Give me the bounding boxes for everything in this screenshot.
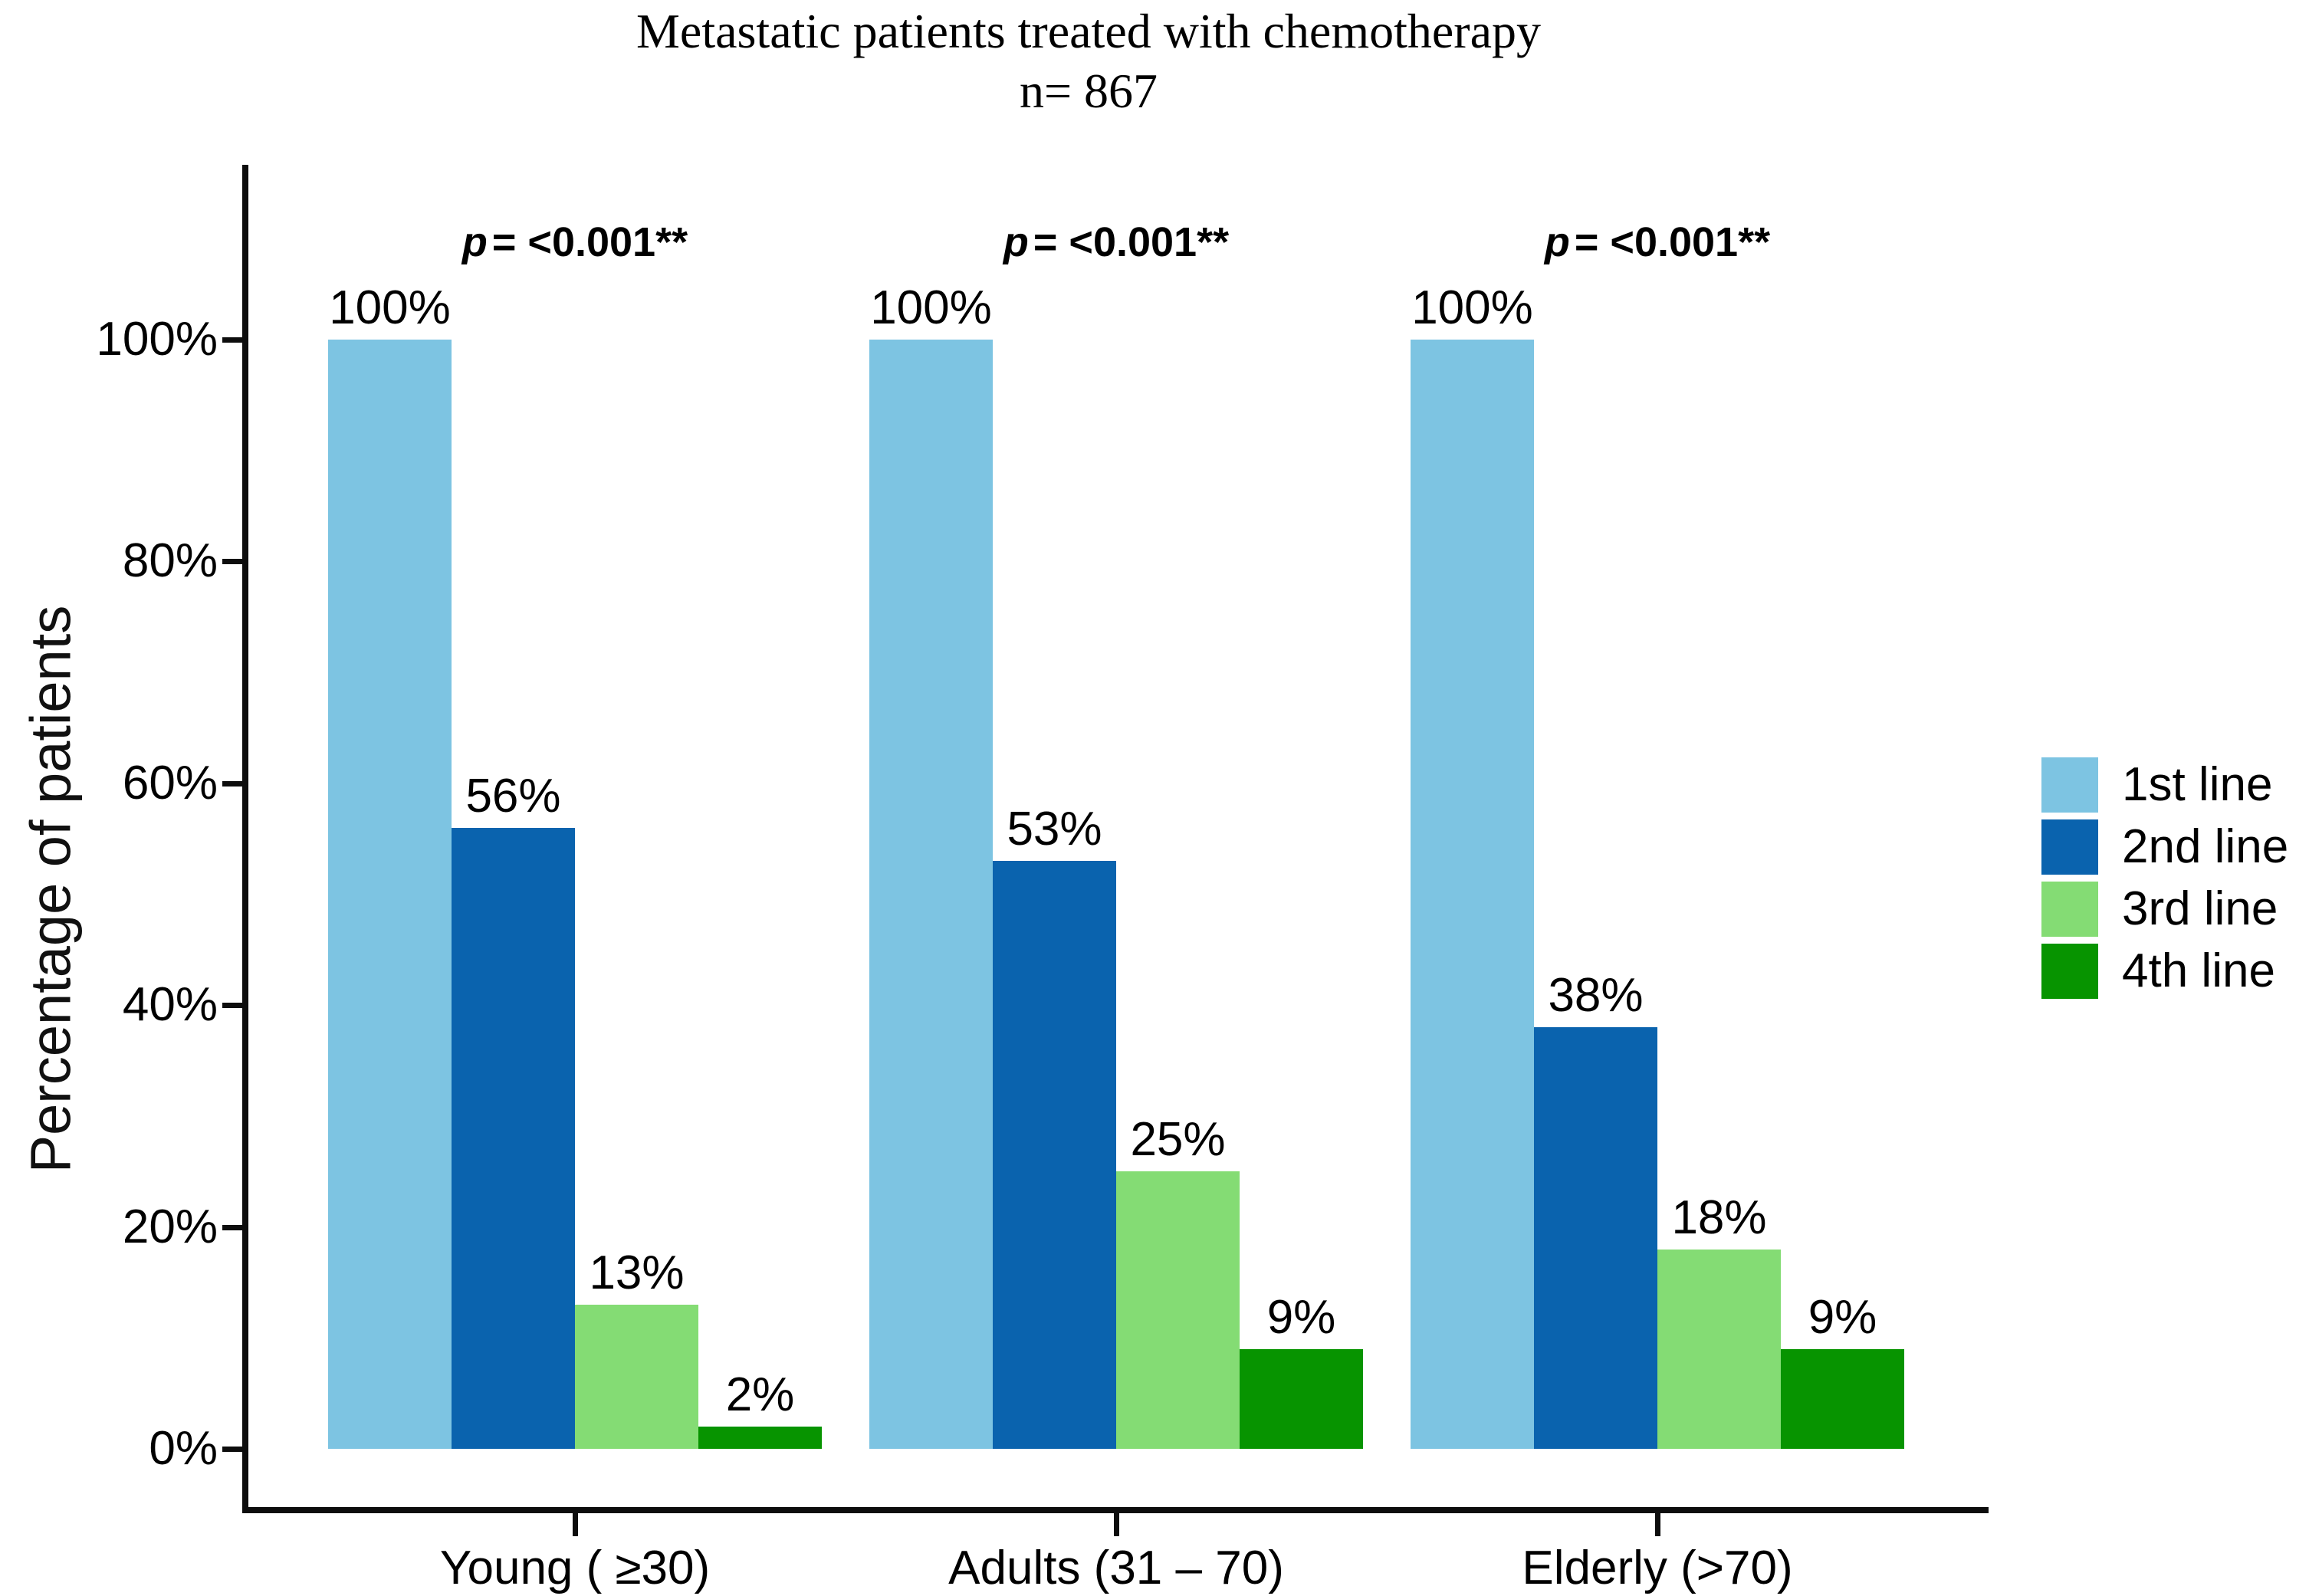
x-category-label: Adults (31 – 70): [948, 1542, 1284, 1594]
bar-value-label: 100%: [870, 281, 992, 334]
x-tick-mark: [1655, 1513, 1660, 1536]
y-tick-mark: [222, 1003, 242, 1009]
legend-label: 1st line: [2122, 758, 2273, 811]
legend-swatch-2nd-line: [2041, 819, 2098, 875]
bar-2nd-line: [993, 861, 1116, 1449]
bar-4th-line: [1240, 1349, 1363, 1449]
x-tick-mark: [1114, 1513, 1119, 1536]
p-symbol: p: [1003, 219, 1029, 265]
chart-subtitle: n= 867: [1019, 64, 1158, 118]
bar-1st-line: [328, 340, 452, 1449]
bar-4th-line: [698, 1427, 822, 1449]
x-category-label: Elderly (>70): [1522, 1542, 1793, 1594]
bar-value-label: 56%: [465, 770, 561, 823]
y-tick-label: 20%: [122, 1200, 218, 1253]
y-tick-mark: [222, 1224, 242, 1230]
bar-value-label: 9%: [1266, 1291, 1336, 1344]
p-value-annotation: p = <0.001**: [1003, 219, 1230, 265]
bar-2nd-line: [1534, 1027, 1657, 1449]
legend-swatch-3rd-line: [2041, 882, 2098, 937]
bar-value-label: 100%: [329, 281, 451, 334]
legend-label: 2nd line: [2122, 820, 2289, 873]
bar-4th-line: [1781, 1349, 1904, 1449]
chart-title: Metastatic patients treated with chemoth…: [636, 4, 1541, 58]
bar-value-label: 100%: [1411, 281, 1533, 334]
bar-1st-line: [869, 340, 993, 1449]
y-tick-label: 40%: [122, 978, 218, 1032]
p-value-annotation: p = <0.001**: [461, 219, 688, 265]
y-axis-line: [242, 165, 248, 1513]
y-tick-label: 0%: [149, 1422, 218, 1475]
bar-value-label: 18%: [1671, 1191, 1767, 1244]
y-tick-mark: [222, 780, 242, 787]
y-tick-label: 60%: [122, 756, 218, 809]
p-symbol: p: [1544, 219, 1570, 265]
bar-value-label: 2%: [725, 1368, 795, 1421]
p-symbol: p: [461, 219, 488, 265]
bar-1st-line: [1411, 340, 1534, 1449]
y-tick-label: 80%: [122, 534, 218, 588]
legend-swatch-4th-line: [2041, 944, 2098, 999]
bar-value-label: 38%: [1548, 969, 1644, 1022]
legend-label: 3rd line: [2122, 882, 2278, 935]
bar-value-label: 53%: [1007, 803, 1102, 855]
y-tick-mark: [222, 559, 242, 565]
y-tick-label: 100%: [96, 313, 218, 366]
bar-2nd-line: [452, 828, 575, 1449]
y-tick-mark: [222, 337, 242, 343]
y-axis-title: Percentage of patients: [18, 605, 83, 1174]
bar-value-label: 9%: [1808, 1291, 1877, 1344]
p-value-annotation: p = <0.001**: [1544, 219, 1771, 265]
bar-3rd-line: [575, 1305, 698, 1449]
legend-swatch-1st-line: [2041, 757, 2098, 813]
x-axis-line: [242, 1507, 1989, 1513]
y-tick-mark: [222, 1447, 242, 1452]
bar-value-label: 13%: [589, 1246, 685, 1299]
legend-label: 4th line: [2122, 944, 2275, 997]
bar-value-label: 25%: [1130, 1113, 1226, 1166]
bar-3rd-line: [1116, 1171, 1240, 1449]
bar-3rd-line: [1657, 1250, 1781, 1449]
x-tick-mark: [573, 1513, 578, 1536]
x-category-label: Young ( ≥30): [439, 1542, 711, 1594]
